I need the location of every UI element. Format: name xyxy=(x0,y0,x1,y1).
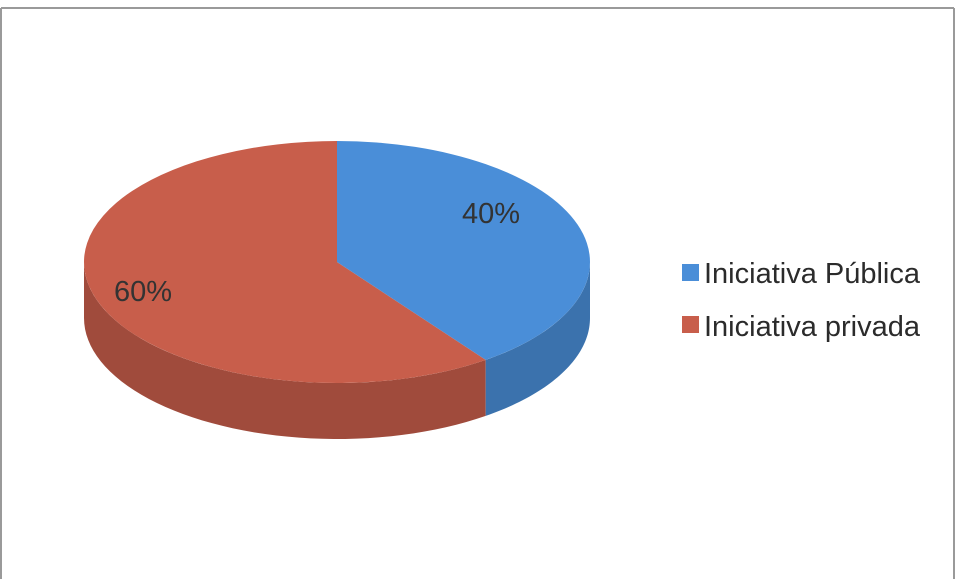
legend-swatch-iniciativa-publica xyxy=(682,264,699,281)
legend: Iniciativa Pública Iniciativa privada xyxy=(682,258,921,343)
pie-group xyxy=(83,141,590,439)
data-label-iniciativa-publica: 40% xyxy=(462,198,520,230)
legend-label-iniciativa-privada: Iniciativa privada xyxy=(704,311,921,343)
chart-border xyxy=(0,7,955,579)
legend-swatch-iniciativa-privada xyxy=(682,316,699,333)
data-label-iniciativa-privada: 60% xyxy=(114,276,172,308)
slice-side-iniciativa-publica xyxy=(485,262,590,416)
slice-iniciativa-publica xyxy=(337,141,590,360)
legend-label-iniciativa-publica: Iniciativa Pública xyxy=(704,258,921,290)
slice-side-iniciativa-privada xyxy=(84,262,486,439)
slice-iniciativa-privada xyxy=(83,141,486,383)
